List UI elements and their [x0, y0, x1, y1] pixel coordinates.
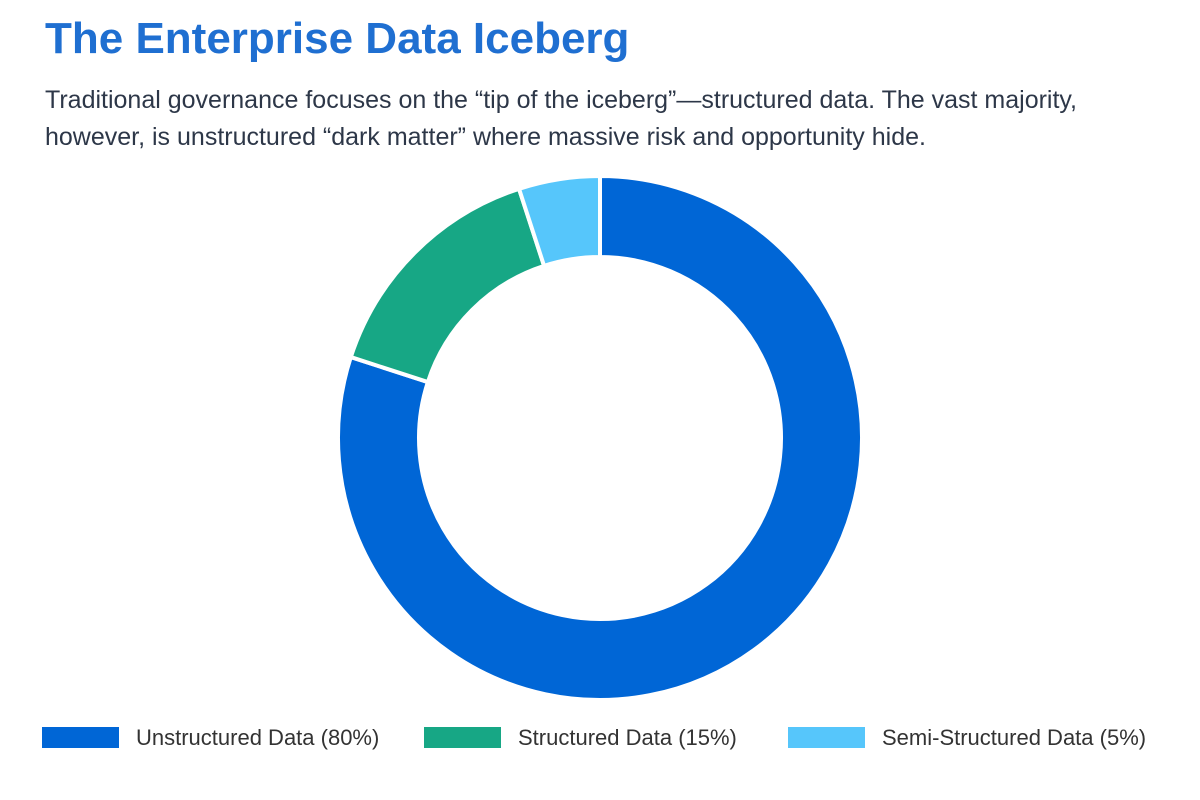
page-subtitle: Traditional governance focuses on the “t… — [45, 86, 1078, 151]
legend-swatch-unstructured — [42, 727, 119, 748]
legend-swatch-structured — [424, 727, 501, 748]
legend-label-structured: Structured Data (15%) — [518, 725, 737, 750]
slice-unstructured[interactable] — [336, 174, 864, 702]
slice-structured[interactable] — [348, 186, 547, 385]
legend-label-unstructured: Unstructured Data (80%) — [136, 725, 380, 750]
legend-swatch-semi-structured — [788, 727, 865, 748]
slice-semi-structured[interactable] — [517, 174, 602, 268]
page-title: The Enterprise Data Iceberg — [45, 14, 630, 63]
legend-label-semi-structured: Semi-Structured Data (5%) — [882, 725, 1147, 750]
chart-legend: Unstructured Data (80%) Structured Data … — [0, 723, 1200, 753]
